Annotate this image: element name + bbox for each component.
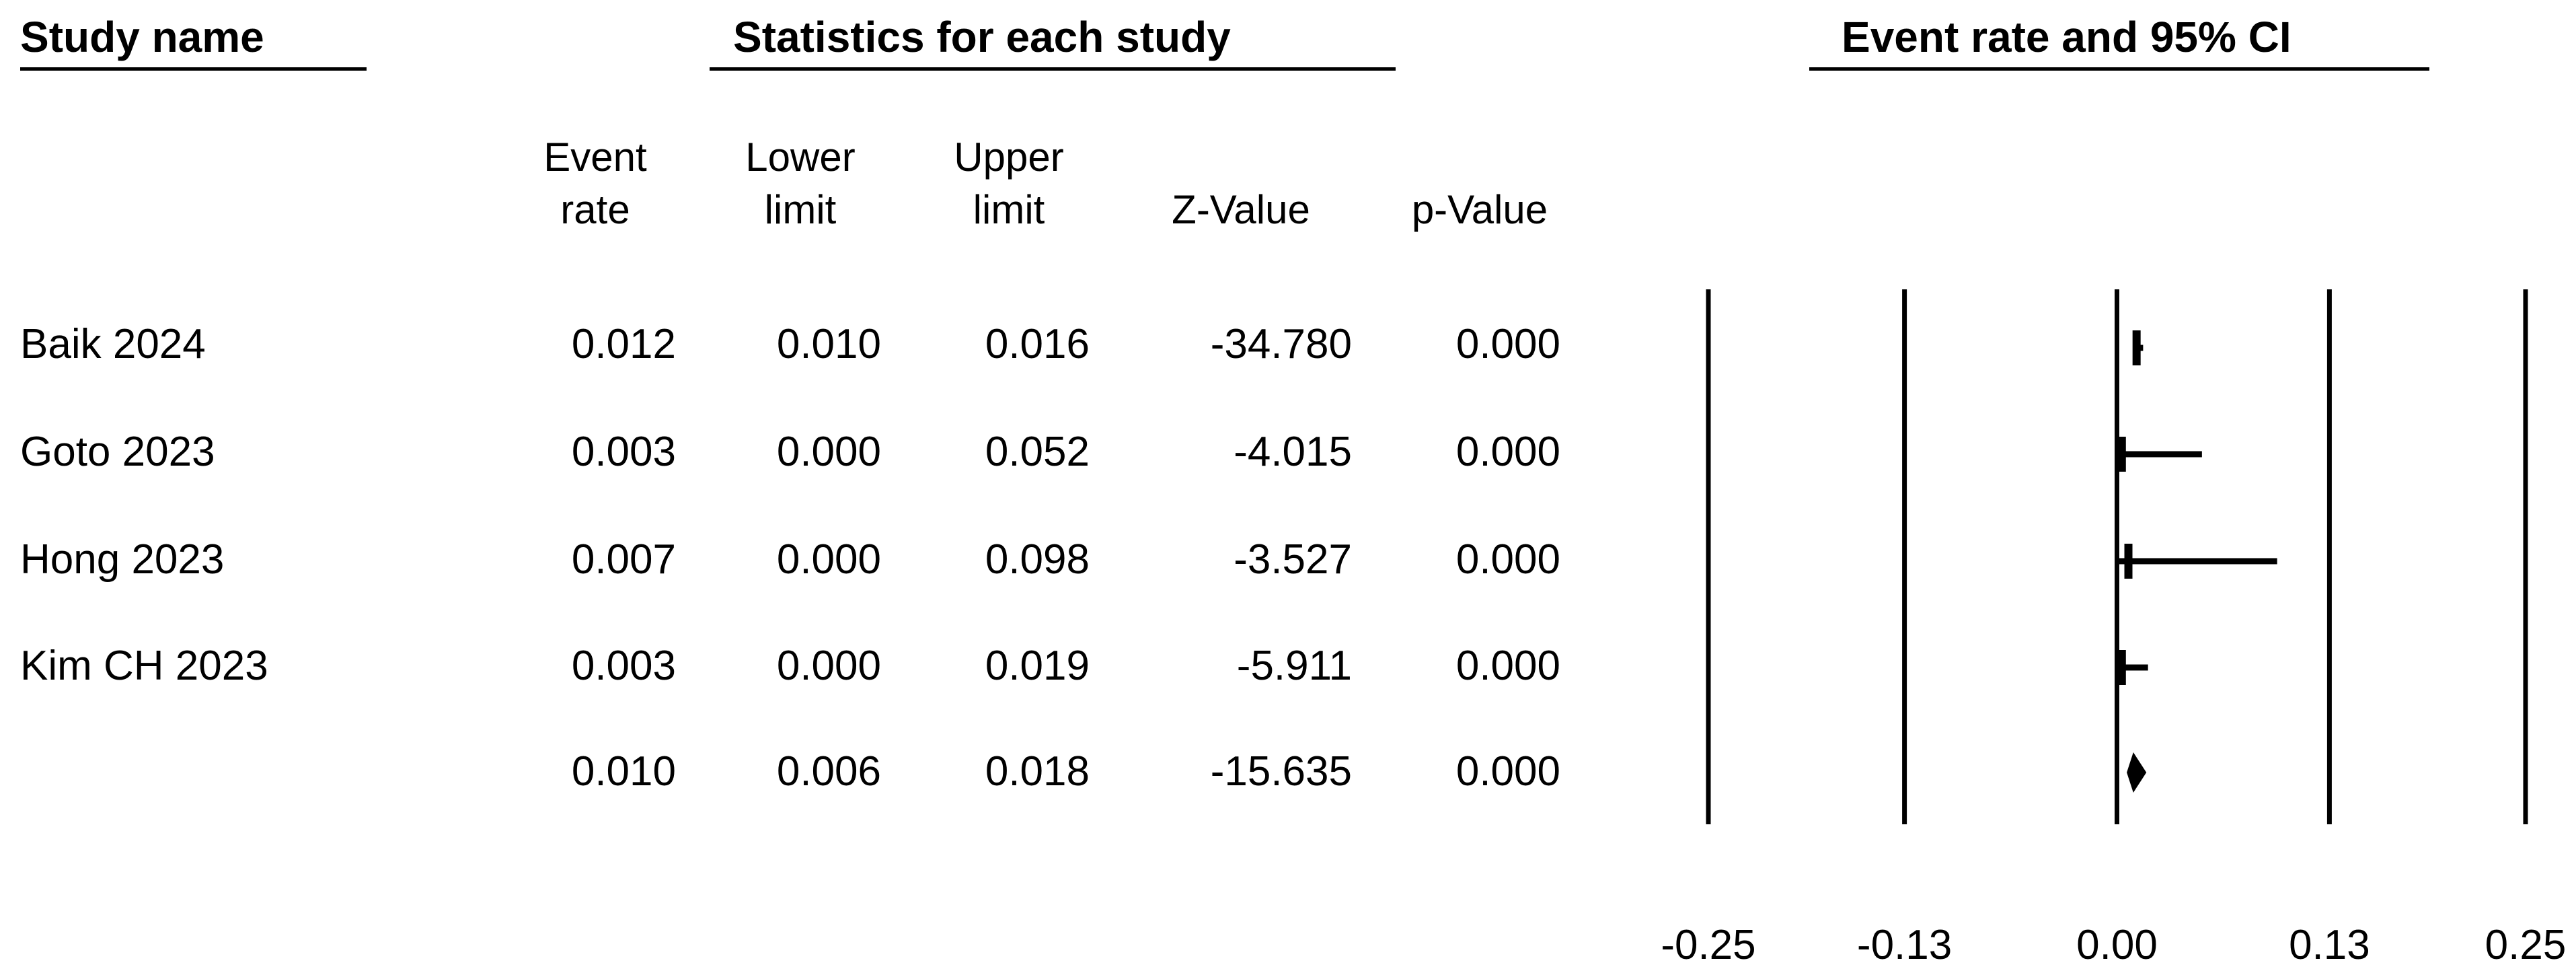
cell-study-name: Hong 2023 xyxy=(20,536,225,583)
point-estimate xyxy=(2117,650,2126,685)
cell-lower-limit: 0.000 xyxy=(776,643,881,689)
cell-z-value: -4.015 xyxy=(1234,429,1352,475)
x-tick-label: -0.25 xyxy=(1661,922,1755,968)
study-name-rule xyxy=(20,67,367,71)
cell-lower-limit: 0.000 xyxy=(776,429,881,475)
statistics-header: Statistics for each study xyxy=(733,13,1231,61)
col-header-p-value: p-Value xyxy=(1411,187,1548,232)
cell-z-value: -5.911 xyxy=(1236,643,1352,689)
plot-rule xyxy=(1809,67,2429,71)
point-estimate xyxy=(2124,544,2133,579)
cell-study-name: Kim CH 2023 xyxy=(20,643,268,689)
col-header-z-value: Z-Value xyxy=(1172,187,1310,232)
cell-lower-limit: 0.000 xyxy=(776,536,881,583)
statistics-rule xyxy=(710,67,1396,71)
point-estimate xyxy=(2132,330,2141,365)
cell-lower-limit: 0.006 xyxy=(776,748,881,795)
cell-p-value: 0.000 xyxy=(1455,321,1560,367)
cell-z-value: -15.635 xyxy=(1210,748,1352,795)
cell-study-name: Goto 2023 xyxy=(20,429,215,475)
cell-event-rate: 0.003 xyxy=(571,643,676,689)
cell-p-value: 0.000 xyxy=(1455,429,1560,475)
summary-diamond xyxy=(2127,752,2147,793)
cell-upper-limit: 0.098 xyxy=(985,536,1090,583)
cell-z-value: -3.527 xyxy=(1234,536,1352,583)
cell-event-rate: 0.007 xyxy=(571,536,676,583)
cell-p-value: 0.000 xyxy=(1455,748,1560,795)
col-header-lower-limit: Lower limit xyxy=(745,135,856,232)
cell-p-value: 0.000 xyxy=(1455,643,1560,689)
x-tick-label: 0.25 xyxy=(2485,922,2567,968)
x-tick-label: 0.13 xyxy=(2289,922,2370,968)
cell-event-rate: 0.003 xyxy=(571,429,676,475)
cell-p-value: 0.000 xyxy=(1455,536,1560,583)
cell-event-rate: 0.012 xyxy=(571,321,676,367)
cell-z-value: -34.780 xyxy=(1210,321,1352,367)
point-estimate xyxy=(2117,437,2126,472)
col-header-event-rate: Event rate xyxy=(543,135,647,232)
cell-event-rate: 0.010 xyxy=(571,748,676,795)
cell-upper-limit: 0.052 xyxy=(985,429,1090,475)
cell-upper-limit: 0.019 xyxy=(985,643,1090,689)
plot-header: Event rate and 95% CI xyxy=(1842,13,2291,61)
x-tick-label: -0.13 xyxy=(1857,922,1952,968)
cell-upper-limit: 0.016 xyxy=(985,321,1090,367)
col-header-upper-limit: Upper limit xyxy=(954,135,1064,232)
study-name-header: Study name xyxy=(20,13,264,61)
cell-upper-limit: 0.018 xyxy=(985,748,1090,795)
cell-study-name: Baik 2024 xyxy=(20,321,206,367)
cell-lower-limit: 0.010 xyxy=(776,321,881,367)
x-tick-label: 0.00 xyxy=(2076,922,2158,968)
